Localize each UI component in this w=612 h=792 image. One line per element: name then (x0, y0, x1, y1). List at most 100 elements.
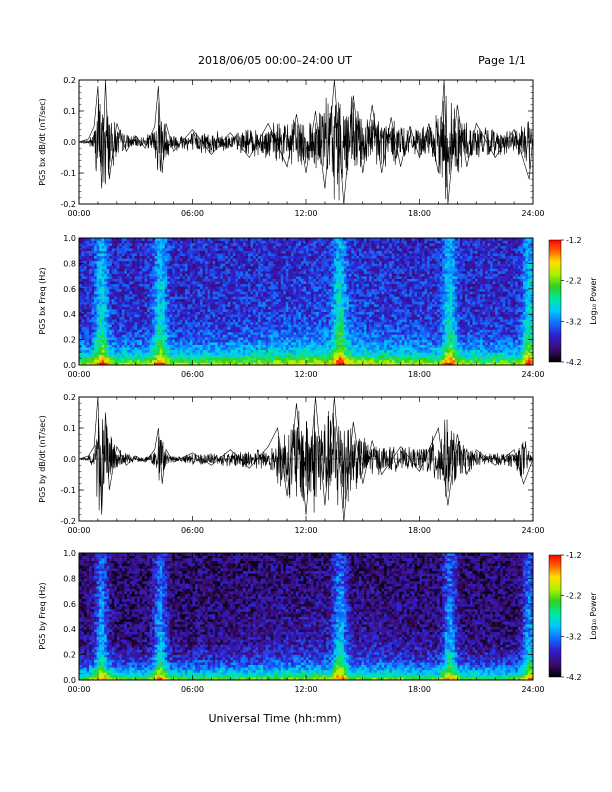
spectrogram-cell (283, 326, 287, 330)
spectrogram-cell (164, 311, 168, 315)
spectrogram-cell (184, 331, 188, 335)
spectrogram-cell (260, 352, 264, 356)
spectrogram-cell (169, 362, 173, 366)
spectrogram-cell (131, 288, 135, 292)
spectrogram-cell (321, 240, 324, 244)
spectrogram-cell (109, 288, 113, 292)
spectrogram-cell (169, 301, 173, 305)
spectrogram-cell (313, 258, 317, 262)
spectrogram-cell (311, 352, 314, 356)
spectrogram-cell (159, 349, 163, 353)
spectrogram-cell (101, 326, 105, 330)
spectrogram-cell (154, 245, 158, 249)
spectrogram-cell (316, 283, 319, 287)
spectrogram-cell (200, 329, 203, 333)
spectrogram-cell (99, 331, 102, 335)
spectrogram-cell (172, 316, 176, 320)
spectrogram-cell (220, 362, 224, 366)
spectrogram-cell (321, 278, 324, 282)
spectrogram-cell (273, 238, 277, 241)
spectrogram-cell (285, 283, 289, 287)
spectrogram-cell (174, 268, 178, 272)
spectrogram-cell (207, 334, 211, 338)
spectrogram-cell (240, 329, 244, 333)
spectrogram-cell (81, 263, 85, 267)
spectrogram-cell (179, 253, 183, 257)
spectrogram-cell (283, 311, 287, 315)
spectrogram-cell (260, 278, 264, 282)
spectrogram-cell (189, 334, 193, 338)
spectrogram-cell (121, 359, 125, 363)
spectrogram-cell (154, 359, 158, 363)
spectrogram-cell (101, 357, 105, 361)
spectrogram-cell (311, 319, 314, 323)
spectrogram-cell (311, 238, 314, 241)
spectrogram-cell (124, 276, 128, 279)
spectrogram-cell (137, 362, 140, 366)
spectrogram-cell (300, 349, 304, 353)
spectrogram-cell (298, 324, 302, 328)
spectrogram-cell (293, 321, 297, 325)
spectrogram-cell (177, 245, 181, 249)
spectrogram-cell (79, 337, 82, 340)
spectrogram-cell (303, 321, 307, 325)
spectrogram-cell (139, 354, 143, 358)
spectrogram-cell (134, 260, 138, 264)
spectrogram-cell (149, 337, 153, 340)
spectrogram-cell (96, 296, 100, 300)
spectrogram-cell (142, 253, 145, 257)
spectrogram-cell (232, 324, 236, 328)
spectrogram-cell (311, 258, 314, 262)
spectrogram-cell (119, 319, 123, 323)
spectrogram-cell (270, 357, 274, 361)
spectrogram-cell (283, 314, 287, 318)
spectrogram-cell (89, 296, 92, 300)
spectrogram-cell (253, 337, 256, 340)
spectrogram-cell (142, 298, 145, 302)
spectrogram-cell (96, 329, 100, 333)
spectrogram-cell (313, 238, 317, 241)
spectrogram-cell (207, 352, 211, 356)
spectrogram-cell (227, 324, 231, 328)
spectrogram-cell (295, 243, 299, 246)
spectrogram-cell (227, 311, 231, 315)
spectrogram-cell (167, 273, 171, 277)
spectrogram-cell (205, 296, 208, 300)
spectrogram-cell (265, 250, 269, 254)
spectrogram-cell (273, 334, 277, 338)
spectrogram-cell (84, 334, 87, 338)
spectrogram-cell (139, 286, 143, 290)
spectrogram-cell (147, 347, 150, 351)
spectrogram-cell (119, 354, 123, 358)
spectrogram-cell (79, 245, 82, 249)
spectrogram-cell (154, 298, 158, 302)
spectrogram-cell (242, 314, 246, 318)
spectrogram-cell (235, 331, 239, 335)
spectrogram-cell (134, 337, 138, 340)
spectrogram-cell (84, 255, 87, 259)
spectrogram-cell (101, 243, 105, 246)
spectrogram-cell (152, 243, 155, 246)
spectrogram-cell (278, 250, 282, 254)
spectrogram-cell (278, 354, 282, 358)
spectrogram-cell (147, 238, 150, 241)
spectrogram-cell (154, 271, 158, 274)
spectrogram-cell (169, 286, 173, 290)
spectrogram-cell (280, 248, 284, 251)
spectrogram-cell (142, 238, 145, 241)
spectrogram-cell (215, 240, 219, 244)
spectrogram-cell (260, 342, 264, 345)
spectrogram-cell (237, 291, 241, 295)
spectrogram-cell (295, 298, 299, 302)
spectrogram-cell (253, 314, 256, 318)
spectrogram-cell (210, 359, 213, 363)
spectrogram-cell (111, 306, 115, 310)
spectrogram-cell (106, 250, 110, 254)
spectrogram-cell (184, 342, 188, 345)
spectrogram-cell (280, 342, 284, 345)
spectrogram-cell (114, 311, 118, 315)
spectrogram-cell (318, 324, 322, 328)
spectrogram-cell (174, 347, 178, 351)
spectrogram-cell (227, 276, 231, 279)
spectrogram-cell (119, 309, 123, 312)
